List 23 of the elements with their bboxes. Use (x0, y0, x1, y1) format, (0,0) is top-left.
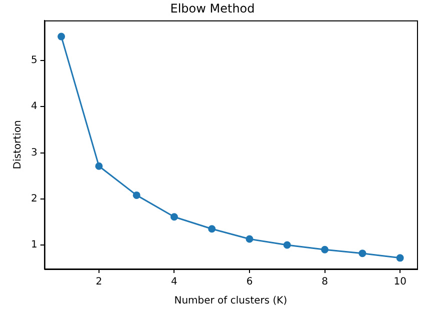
point (396, 254, 404, 262)
point (58, 32, 66, 40)
y-tick-label: 2 (30, 193, 38, 204)
chart-title: Elbow Method (170, 1, 255, 16)
y-tick-label: 5 (30, 55, 38, 66)
point (208, 225, 216, 233)
x-tick-label: 8 (322, 276, 328, 288)
x-tick-label: 6 (246, 276, 253, 288)
point (321, 246, 329, 254)
point (170, 213, 178, 221)
y-tick-label: 3 (30, 147, 38, 158)
x-tick-label: 2 (96, 276, 102, 288)
x-tick-label: 10 (394, 276, 406, 288)
point (132, 191, 140, 199)
point (95, 162, 103, 170)
point (283, 241, 291, 249)
x-tick-label: 4 (171, 276, 178, 288)
x-axis-title: Number of clusters (K) (174, 296, 288, 307)
point (246, 235, 254, 243)
y-tick-label: 4 (30, 101, 38, 112)
point (358, 250, 366, 258)
y-axis-title: Distortion (12, 120, 24, 170)
y-tick-label: 1 (30, 240, 38, 251)
